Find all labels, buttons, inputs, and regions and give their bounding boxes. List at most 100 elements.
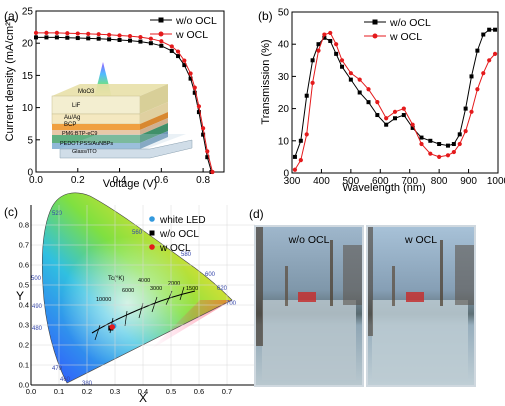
data-point	[176, 54, 181, 59]
data-point	[188, 71, 193, 76]
series-line	[294, 32, 496, 171]
legend-marker	[372, 33, 378, 39]
data-point	[334, 51, 339, 56]
y-axis-label: Current density (mA/cm²)	[4, 19, 16, 142]
y-tick-label: 15	[22, 71, 34, 82]
data-point	[492, 51, 498, 56]
wavelength-label: 490	[32, 304, 43, 310]
data-point	[445, 143, 450, 148]
series-line	[36, 32, 213, 173]
data-point	[481, 71, 486, 76]
data-point	[117, 33, 122, 38]
data-point	[322, 32, 327, 37]
cct-label: 1500	[186, 286, 198, 292]
y-tick-label: 5	[27, 135, 33, 146]
y-tick-label: 0	[27, 168, 33, 179]
legend-label: w OCL	[389, 31, 422, 43]
cct-label: 4000	[138, 278, 150, 284]
x-axis-label: Wavelength (nm)	[342, 182, 425, 194]
legend: white LED w/o OCL w OCL	[149, 215, 206, 254]
legend-label: w OCL	[159, 243, 191, 254]
wavelength-label: 500	[31, 276, 42, 282]
data-point	[159, 43, 164, 48]
legend-label: w/o OCL	[159, 229, 199, 240]
x-tick-label: 0.2	[71, 175, 85, 186]
data-point	[65, 31, 70, 36]
data-point	[310, 58, 315, 63]
data-point	[366, 100, 371, 105]
legend-label: w/o OCL	[175, 15, 217, 27]
y-axis-label: Y	[16, 289, 24, 303]
x-tick-label: 600	[372, 176, 389, 187]
x-tick-label: 300	[284, 176, 301, 187]
data-point	[316, 42, 321, 47]
x-axis-label: X	[139, 391, 147, 405]
data-point	[96, 32, 101, 37]
layer-label: Glass/ITO	[72, 149, 97, 155]
legend-marker	[158, 31, 164, 37]
data-point	[205, 155, 210, 160]
x-tick-label: 700	[401, 176, 418, 187]
x-tick-label: 800	[431, 176, 448, 187]
data-point	[138, 39, 143, 44]
legend-marker	[149, 230, 155, 236]
data-point	[310, 80, 315, 85]
panel-label-d: (d)	[249, 207, 264, 221]
data-point	[357, 77, 362, 82]
data-point	[384, 116, 389, 121]
data-point	[392, 109, 398, 114]
y-tick-label: 0.2	[19, 341, 29, 350]
y-tick-label: 0.6	[19, 261, 29, 270]
data-point	[348, 71, 353, 76]
cct-label: 6000	[122, 288, 134, 294]
device-stack-inset	[51, 62, 193, 159]
legend-label: w OCL	[175, 29, 208, 41]
panel-label-c: (c)	[4, 205, 18, 219]
x-tick-label: 1000	[487, 176, 505, 187]
data-point	[188, 76, 193, 81]
data-point	[428, 138, 433, 143]
x-tick-label: 0.0	[26, 387, 36, 396]
data-point	[169, 48, 174, 53]
cct-label: 10000	[96, 297, 111, 303]
data-point	[393, 116, 397, 121]
x-tick-label: 0.3	[110, 387, 120, 396]
x-tick-label: 0.1	[54, 387, 64, 396]
y-tick-label: 0	[283, 169, 289, 180]
panel-label-b: (b)	[258, 9, 273, 23]
data-point	[107, 32, 112, 37]
data-point	[451, 149, 456, 155]
data-point	[54, 35, 59, 40]
data-point	[205, 149, 210, 154]
data-point	[340, 64, 345, 69]
data-point	[445, 153, 451, 158]
plot-frame	[35, 10, 225, 173]
x-tick-label: 900	[460, 176, 477, 187]
data-point	[298, 138, 303, 143]
data-point	[182, 63, 187, 68]
data-point	[75, 31, 80, 36]
data-point	[475, 87, 480, 92]
y-tick-label: 0.5	[19, 281, 29, 290]
data-point	[401, 113, 406, 118]
y-tick-label: 40	[278, 40, 290, 51]
plot-frame	[291, 11, 499, 174]
wavelength-label: 700	[226, 301, 237, 307]
data-point	[192, 85, 197, 90]
device-layer-labels: MoO3 LiF Au/Ag BCP PM6:BTP-eC9 PEDOT:PSS…	[60, 89, 113, 155]
x-tick-label: 0.0	[29, 175, 43, 186]
photo-with-ocl: w OCL	[366, 225, 476, 387]
data-point	[54, 30, 59, 35]
layer-label: MoO3	[78, 89, 95, 95]
data-point	[148, 36, 153, 41]
data-point	[182, 58, 187, 63]
x-tick-label: 0.5	[166, 387, 176, 396]
data-point	[75, 36, 80, 41]
panel-d-photos: w/o OCL w OCL	[254, 225, 476, 387]
series-line	[36, 36, 212, 173]
data-point	[428, 151, 433, 156]
data-point	[457, 132, 462, 137]
data-point	[44, 30, 49, 35]
layer-label: PM6:BTP-eC9	[62, 131, 97, 137]
